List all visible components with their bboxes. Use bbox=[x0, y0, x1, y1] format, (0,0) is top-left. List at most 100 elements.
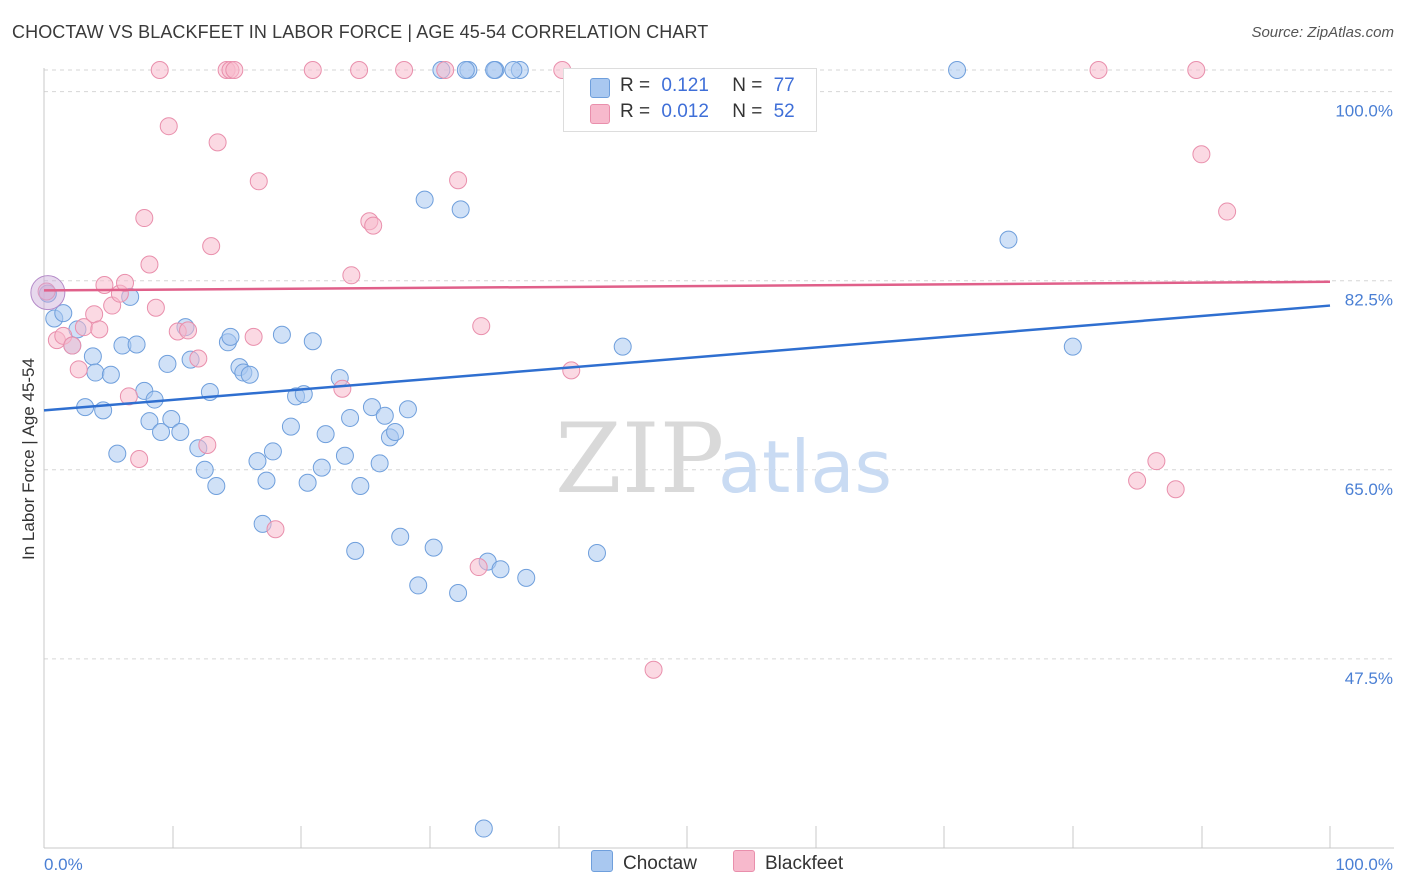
blackfeet-point bbox=[303, 61, 322, 79]
blackfeet-point bbox=[116, 273, 135, 292]
blackfeet-point bbox=[90, 320, 109, 339]
choctaw-point bbox=[504, 61, 523, 79]
blackfeet-point bbox=[395, 61, 414, 79]
legend-n-value: 77 bbox=[773, 75, 795, 96]
blackfeet-point bbox=[179, 321, 198, 340]
bottom-legend-choctaw[interactable]: Choctaw bbox=[591, 850, 697, 875]
choctaw-point bbox=[375, 406, 394, 425]
choctaw-point bbox=[101, 365, 120, 384]
choctaw-point bbox=[415, 190, 434, 209]
blackfeet-point bbox=[342, 266, 361, 285]
blackfeet-point bbox=[1187, 61, 1206, 79]
legend-swatch-blackfeet bbox=[733, 850, 755, 872]
blackfeet-point bbox=[159, 117, 178, 136]
blackfeet-point bbox=[249, 172, 268, 191]
legend-label-choctaw: Choctaw bbox=[623, 853, 697, 874]
choctaw-point bbox=[424, 538, 443, 557]
bottom-legend-blackfeet[interactable]: Blackfeet bbox=[733, 850, 843, 875]
y-axis-title: In Labor Force | Age 45-54 bbox=[19, 358, 38, 560]
choctaw-point bbox=[248, 452, 267, 471]
legend-stats-blackfeet: R = 0.012 N = 52 bbox=[620, 101, 795, 123]
legend-r-label: R = bbox=[620, 101, 651, 122]
legend-stats-choctaw: R = 0.121 N = 77 bbox=[620, 75, 795, 97]
blackfeet-point bbox=[469, 558, 488, 577]
blackfeet-point bbox=[644, 660, 663, 679]
choctaw-point bbox=[221, 327, 240, 346]
choctaw-point bbox=[370, 454, 389, 473]
x-tick-label: 100.0% bbox=[1335, 855, 1393, 874]
blackfeet-point bbox=[225, 61, 244, 79]
blackfeet-point bbox=[266, 520, 285, 539]
blackfeet-point bbox=[472, 317, 491, 336]
blackfeet-point bbox=[208, 133, 227, 152]
blackfeet-point bbox=[202, 237, 221, 256]
choctaw-point bbox=[312, 458, 331, 477]
blackfeet-point bbox=[1192, 145, 1211, 164]
legend-r-value: 0.121 bbox=[661, 75, 709, 96]
choctaw-point bbox=[108, 444, 127, 463]
blackfeet-point bbox=[189, 349, 208, 368]
choctaw-point bbox=[127, 335, 146, 354]
choctaw-point bbox=[263, 442, 282, 461]
choctaw-point bbox=[341, 408, 360, 427]
legend-n-label: N = bbox=[732, 75, 763, 96]
choctaw-point bbox=[240, 365, 259, 384]
blackfeet-point bbox=[1128, 471, 1147, 490]
choctaw-point bbox=[207, 477, 226, 496]
blackfeet-point bbox=[364, 216, 383, 235]
choctaw-point bbox=[303, 332, 322, 351]
legend-label-blackfeet: Blackfeet bbox=[765, 853, 844, 874]
choctaw-trend-line bbox=[43, 304, 1331, 412]
points-layer bbox=[30, 61, 1237, 838]
blackfeet-point bbox=[85, 305, 104, 324]
y-tick-label: 47.5% bbox=[1345, 669, 1393, 688]
choctaw-point bbox=[145, 390, 164, 409]
choctaw-point bbox=[257, 471, 276, 490]
trend-layer bbox=[43, 280, 1331, 412]
blackfeet-point bbox=[130, 450, 149, 468]
choctaw-point bbox=[1063, 337, 1082, 356]
choctaw-point bbox=[391, 527, 410, 546]
choctaw-point bbox=[474, 819, 493, 838]
choctaw-point bbox=[948, 61, 967, 79]
blackfeet-point bbox=[562, 361, 581, 380]
blackfeet-point bbox=[1218, 202, 1237, 221]
x-tick-label: 0.0% bbox=[44, 855, 83, 874]
choctaw-point bbox=[86, 363, 105, 382]
choctaw-point bbox=[281, 417, 300, 436]
choctaw-point bbox=[485, 61, 504, 79]
blackfeet-point bbox=[119, 387, 138, 406]
labels-layer: 100.0% 82.5% 65.0% 47.5% 0.0% 100.0% In Labor … bbox=[19, 102, 1393, 874]
choctaw-point bbox=[298, 473, 317, 492]
blackfeet-point bbox=[436, 61, 455, 79]
watermark-atlas: atlas bbox=[718, 425, 892, 509]
blackfeet-point bbox=[244, 327, 263, 346]
y-tick-label: 100.0% bbox=[1335, 102, 1393, 121]
blackfeet-point bbox=[198, 435, 217, 454]
legend-swatch-choctaw bbox=[591, 850, 613, 872]
axes-layer bbox=[43, 68, 1394, 849]
y-tick-label: 65.0% bbox=[1345, 480, 1393, 499]
choctaw-point bbox=[449, 583, 468, 602]
legend-n-label: N = bbox=[732, 101, 763, 122]
choctaw-point bbox=[409, 576, 428, 595]
blackfeet-point bbox=[1147, 452, 1166, 471]
choctaw-point bbox=[272, 325, 291, 344]
choctaw-point bbox=[351, 477, 370, 496]
legend-r-label: R = bbox=[620, 75, 651, 96]
chart-source: Source: ZipAtlas.com bbox=[1251, 24, 1394, 41]
blackfeet-point bbox=[146, 298, 165, 317]
blackfeet-point bbox=[1166, 480, 1185, 499]
choctaw-point bbox=[362, 398, 381, 417]
y-tick-label: 82.5% bbox=[1345, 291, 1393, 310]
choctaw-point bbox=[54, 304, 73, 323]
choctaw-point bbox=[386, 422, 405, 441]
choctaw-point bbox=[999, 230, 1018, 249]
blackfeet-point bbox=[150, 61, 169, 79]
blackfeet-point bbox=[69, 360, 88, 379]
choctaw-point bbox=[346, 541, 365, 560]
watermark-zip: ZIP bbox=[555, 403, 724, 515]
legend-swatch-blackfeet bbox=[590, 104, 610, 124]
choctaw-point bbox=[456, 61, 475, 79]
blackfeet-point bbox=[350, 61, 369, 79]
